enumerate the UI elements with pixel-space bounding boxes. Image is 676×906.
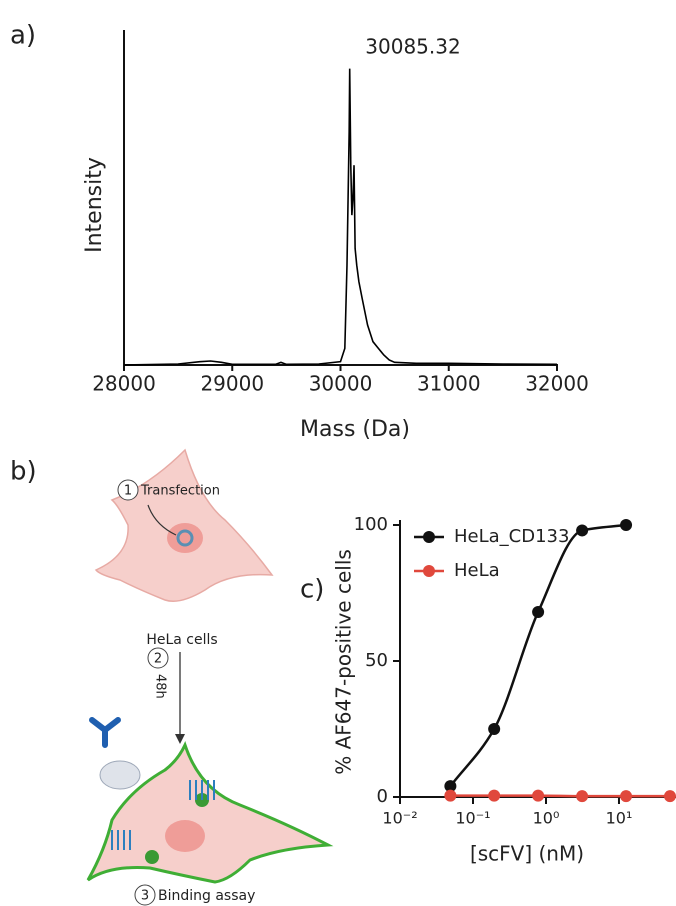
step-badge [134, 884, 156, 906]
data-point [532, 789, 545, 802]
legend-label: HeLa [454, 560, 500, 581]
nucleus [167, 523, 203, 553]
legend-label: HeLa_CD133 [454, 526, 569, 547]
legend-marker [423, 531, 435, 543]
step-number: 1 [124, 484, 132, 499]
x-axis-label: Mass (Da) [300, 417, 410, 442]
x-tick-label: 28000 [92, 372, 156, 396]
data-point [620, 519, 633, 531]
data-point [620, 790, 633, 803]
legend-marker [423, 565, 435, 577]
fit-curve [450, 794, 670, 798]
pointer [147, 504, 177, 536]
y-tick-label: 0 [377, 786, 388, 807]
panel-label: b) [10, 457, 37, 487]
step-label: Binding assay [158, 888, 255, 904]
spectrum-line [123, 68, 558, 366]
panel-label: a) [10, 21, 36, 51]
step-badge [117, 479, 139, 501]
panel-label: c) [300, 575, 324, 605]
x-tick-label: 32000 [525, 372, 589, 396]
antibody [89, 717, 121, 748]
y-axis-label: % AF647-positive cells [332, 549, 356, 775]
x-tick-label: 10⁻² [382, 809, 417, 828]
arrowhead [175, 734, 185, 744]
step-badge [147, 647, 169, 669]
diagram: 1 Transfection HeLa cells 2 48h 3 Bindin… [86, 448, 334, 906]
data-point [488, 723, 501, 735]
receptor [111, 780, 215, 850]
peak-annotation: 30085.32 [365, 35, 460, 59]
data-point [576, 524, 589, 537]
x-tick-label: 10⁰ [533, 809, 560, 828]
x-axis-label: [scFV] (nM) [470, 842, 584, 866]
x-tick-label: 31000 [417, 372, 481, 396]
data-point [532, 606, 545, 619]
x-tick-label: 29000 [200, 372, 264, 396]
data-point [488, 789, 501, 802]
step-label: 48h [153, 674, 168, 699]
step-number: 3 [141, 889, 149, 904]
step-number: 2 [154, 652, 162, 667]
x-tick-label: 10¹ [606, 809, 633, 828]
x-tick-label: 30000 [309, 372, 373, 396]
y-tick-label: 100 [354, 514, 388, 535]
step-label: Transfection [140, 484, 220, 499]
cell [86, 740, 334, 884]
y-tick-label: 50 [365, 650, 388, 671]
protein [99, 760, 141, 790]
target [145, 850, 159, 864]
data-point [576, 790, 589, 803]
cell-label: HeLa cells [146, 632, 217, 648]
nucleus [165, 820, 205, 852]
data-point [444, 789, 457, 802]
y-axis-label: Intensity [82, 157, 107, 253]
x-tick-label: 10⁻¹ [455, 809, 490, 828]
data-point [444, 780, 457, 793]
plasmid [176, 529, 194, 547]
data-point [664, 790, 676, 803]
